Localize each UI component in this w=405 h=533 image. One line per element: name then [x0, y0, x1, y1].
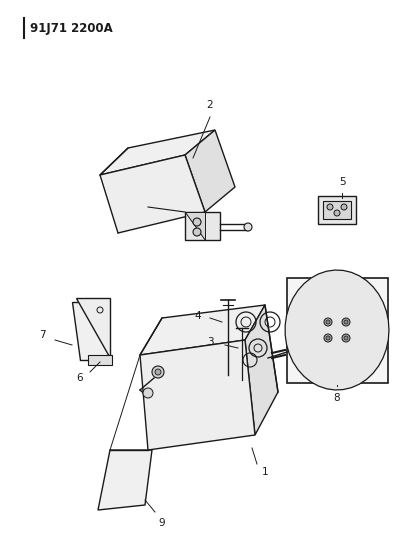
Polygon shape [140, 340, 255, 450]
Text: 91J71 2200A: 91J71 2200A [30, 22, 113, 35]
Text: 3: 3 [207, 337, 213, 347]
Polygon shape [98, 450, 152, 510]
Circle shape [326, 320, 330, 324]
Text: 8: 8 [334, 393, 340, 403]
Circle shape [244, 223, 252, 231]
Polygon shape [318, 196, 356, 224]
Polygon shape [287, 278, 388, 383]
Polygon shape [185, 130, 235, 212]
Text: 2: 2 [207, 100, 213, 110]
Circle shape [341, 204, 347, 210]
Text: 7: 7 [39, 330, 45, 340]
Polygon shape [185, 212, 220, 240]
Text: 1: 1 [262, 467, 268, 477]
Polygon shape [323, 201, 351, 219]
Circle shape [326, 336, 330, 340]
Circle shape [344, 320, 348, 324]
Polygon shape [100, 155, 205, 233]
Polygon shape [100, 130, 215, 175]
Circle shape [152, 366, 164, 378]
Circle shape [324, 334, 332, 342]
Polygon shape [285, 270, 389, 390]
Circle shape [342, 318, 350, 326]
Circle shape [193, 228, 201, 236]
Polygon shape [72, 302, 108, 360]
Polygon shape [140, 305, 265, 355]
Polygon shape [88, 355, 112, 365]
Circle shape [342, 334, 350, 342]
Circle shape [193, 218, 201, 226]
Circle shape [344, 336, 348, 340]
Circle shape [143, 388, 153, 398]
Circle shape [324, 318, 332, 326]
Text: 4: 4 [195, 311, 201, 321]
Circle shape [334, 210, 340, 216]
Text: 9: 9 [159, 518, 165, 528]
Polygon shape [185, 212, 205, 240]
Polygon shape [245, 305, 278, 435]
Text: 6: 6 [77, 373, 83, 383]
Circle shape [327, 204, 333, 210]
Polygon shape [76, 298, 110, 358]
Text: 5: 5 [339, 177, 345, 187]
Circle shape [155, 369, 161, 375]
